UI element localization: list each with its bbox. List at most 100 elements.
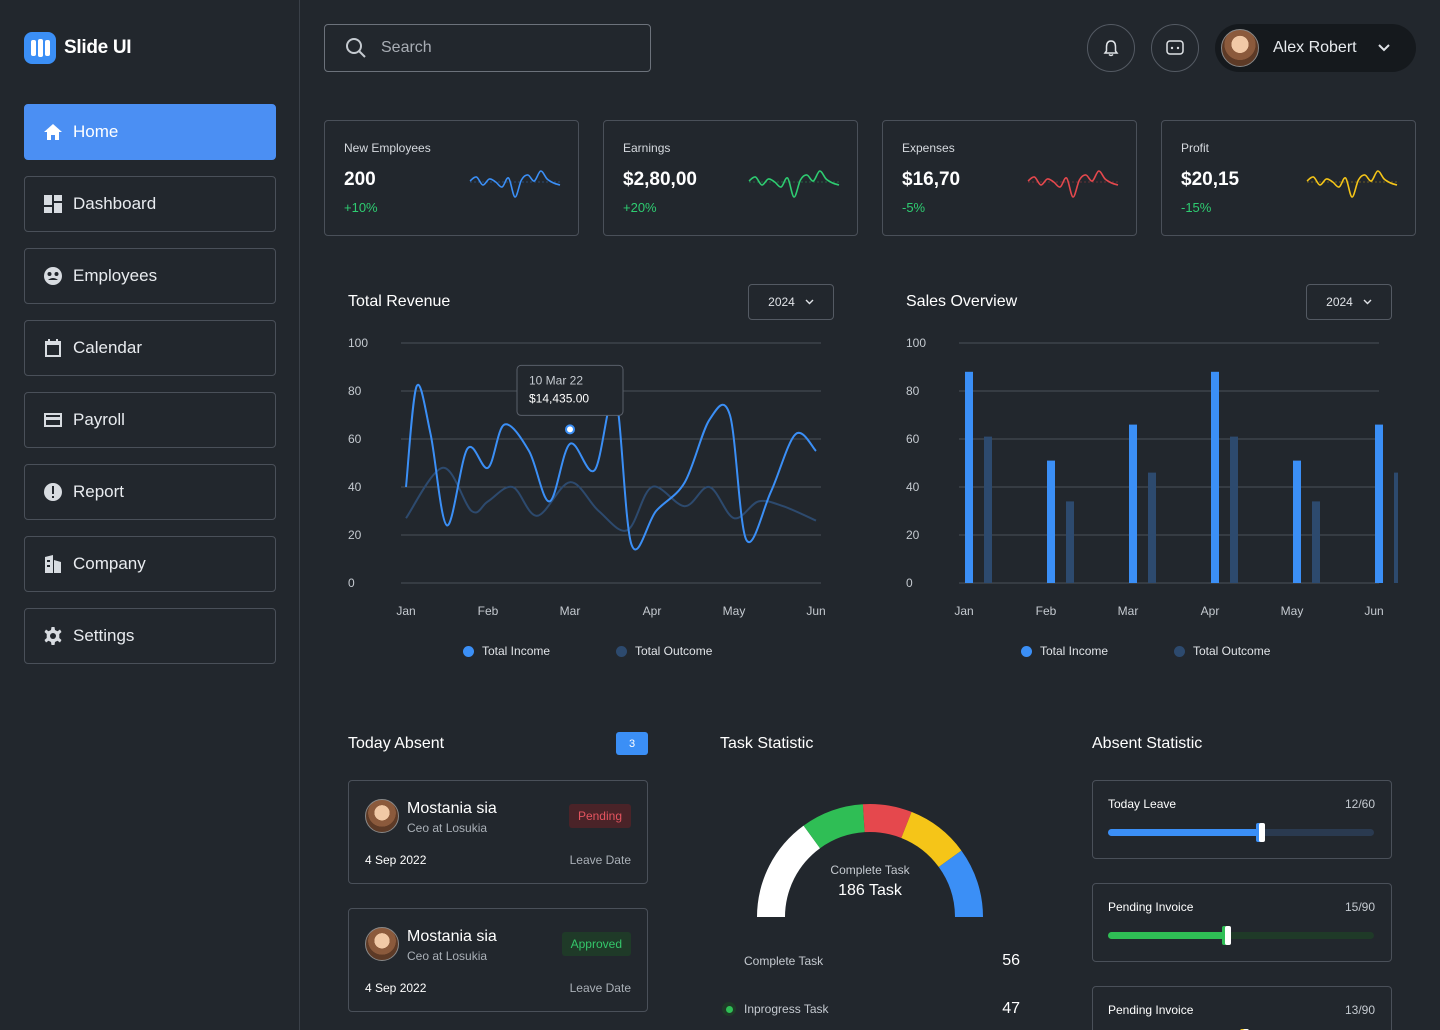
revenue-legend-outcome: Total Outcome <box>616 644 712 658</box>
nav-home[interactable]: Home <box>24 104 276 160</box>
outcome-bar <box>1312 501 1320 583</box>
search-input[interactable] <box>381 39 621 57</box>
nav-payroll[interactable]: Payroll <box>24 392 276 448</box>
sparkline <box>469 170 561 198</box>
outcome-bar <box>984 436 992 583</box>
chevron-down-icon <box>805 299 814 305</box>
legend-label: Total Outcome <box>1193 644 1271 658</box>
task-gauge-chart <box>757 804 983 917</box>
y-tick-label: 60 <box>906 432 920 446</box>
progress-slider[interactable] <box>1108 926 1374 945</box>
payroll-icon <box>44 413 62 427</box>
absent-title: Today Absent <box>348 735 445 752</box>
gauge-segment-green <box>803 804 865 849</box>
outcome-bar <box>1394 472 1398 583</box>
y-tick-label: 20 <box>906 528 920 542</box>
legend-label: Total Income <box>1040 644 1109 658</box>
task-title: Task Statistic <box>720 735 814 752</box>
legend-dot <box>616 645 627 657</box>
revenue-line-chart: 0 20 40 60 80 100 Jan Feb Mar Apr May Jun 10 Mar 22 $… <box>348 336 826 618</box>
company-icon <box>45 555 61 573</box>
stat-delta: -5% <box>902 200 926 215</box>
avatar <box>1221 29 1259 67</box>
x-tick-label: Jan <box>954 604 973 618</box>
y-tick-label: 40 <box>906 480 920 494</box>
tooltip-date: 10 Mar 22 <box>529 373 583 387</box>
gauge-segment-yellow <box>901 811 962 868</box>
app-logo[interactable]: Slide UI <box>24 32 132 64</box>
outcome-line <box>405 466 817 532</box>
income-bar <box>1129 424 1137 583</box>
report-icon <box>44 483 62 501</box>
notification-button[interactable] <box>1087 24 1135 72</box>
slider-handle[interactable] <box>1259 823 1266 842</box>
absent-card[interactable]: Mostania sia Ceo at Losukia Pending 4 Se… <box>348 780 648 884</box>
settings-icon <box>44 627 62 645</box>
gauge-segment-complete <box>757 825 821 917</box>
absent-stat-label: Pending Invoice <box>1108 1003 1194 1017</box>
calendar-icon <box>45 339 61 357</box>
outcome-bar <box>1230 436 1238 583</box>
stat-value: $16,70 <box>902 169 961 190</box>
nav-settings[interactable]: Settings <box>24 608 276 664</box>
sales-year-select[interactable]: 2024 <box>1306 284 1392 320</box>
x-tick-label: Feb <box>478 604 499 618</box>
progress-slider[interactable] <box>1108 823 1374 842</box>
nav-report[interactable]: Report <box>24 464 276 520</box>
nav-label: Company <box>73 554 146 573</box>
absent-stat-value: 12/60 <box>1344 797 1375 811</box>
user-name: Alex Robert <box>1273 39 1357 56</box>
chevron-down-icon <box>1363 299 1372 305</box>
sparkline <box>748 170 840 198</box>
absent-name: Mostania sia <box>407 800 497 817</box>
x-tick-label: Apr <box>643 604 662 618</box>
absent-card[interactable]: Mostania sia Ceo at Losukia Approved 4 S… <box>348 908 648 1012</box>
nav-company[interactable]: Company <box>24 536 276 592</box>
revenue-title: Total Revenue <box>348 293 451 310</box>
leave-date-label: Leave Date <box>569 981 631 995</box>
absent-stat-title: Absent Statistic <box>1092 735 1203 752</box>
tooltip-box <box>516 364 624 416</box>
status-dot-icon <box>722 1002 736 1016</box>
y-tick-label: 40 <box>348 480 362 494</box>
nav-employees[interactable]: Employees <box>24 248 276 304</box>
chat-icon <box>1166 40 1184 55</box>
message-button[interactable] <box>1151 24 1199 72</box>
gauge-segment-blue <box>938 850 983 917</box>
absent-stat-value: 15/90 <box>1344 900 1375 914</box>
user-menu[interactable]: Alex Robert <box>1215 24 1416 72</box>
x-tick-label: Feb <box>1036 604 1057 618</box>
income-bar <box>965 371 973 583</box>
x-tick-label: Jun <box>1364 604 1383 618</box>
search-box[interactable] <box>324 24 651 72</box>
nav-calendar[interactable]: Calendar <box>24 320 276 376</box>
absent-name: Mostania sia <box>407 928 497 945</box>
nav-dashboard[interactable]: Dashboard <box>24 176 276 232</box>
bell-icon <box>1103 40 1119 57</box>
nav-label: Home <box>73 122 119 141</box>
status-badge: Pending <box>568 804 631 828</box>
stat-card-new-employees: New Employees 200 +10% <box>324 120 579 236</box>
absent-count-badge: 3 <box>616 732 648 755</box>
year-value: 2024 <box>768 295 795 309</box>
employees-icon <box>44 267 62 285</box>
legend-label: Total Outcome <box>635 644 713 658</box>
tooltip-value: $14,435.00 <box>529 391 589 405</box>
stat-delta: -15% <box>1181 200 1212 215</box>
y-tick-label: 80 <box>348 384 362 398</box>
gauge-label: Complete Task <box>830 863 910 877</box>
highlight-point <box>565 424 575 435</box>
sales-bar-chart: 0 20 40 60 80 100 Jan Feb Mar Apr May Jun <box>906 336 1398 618</box>
home-icon <box>44 124 62 140</box>
revenue-year-select[interactable]: 2024 <box>748 284 834 320</box>
task-row-inprogress: Inprogress Task 47 <box>720 1000 1020 1017</box>
x-tick-label: Mar <box>560 604 581 618</box>
absent-stat-value: 13/90 <box>1344 1003 1375 1017</box>
slider-handle[interactable] <box>1224 926 1231 945</box>
nav-label: Payroll <box>73 410 125 429</box>
task-count: 47 <box>1002 1000 1020 1017</box>
income-bar <box>1293 460 1301 583</box>
stat-label: Earnings <box>623 141 671 155</box>
y-tick-label: 80 <box>906 384 920 398</box>
sparkline <box>1306 170 1398 198</box>
